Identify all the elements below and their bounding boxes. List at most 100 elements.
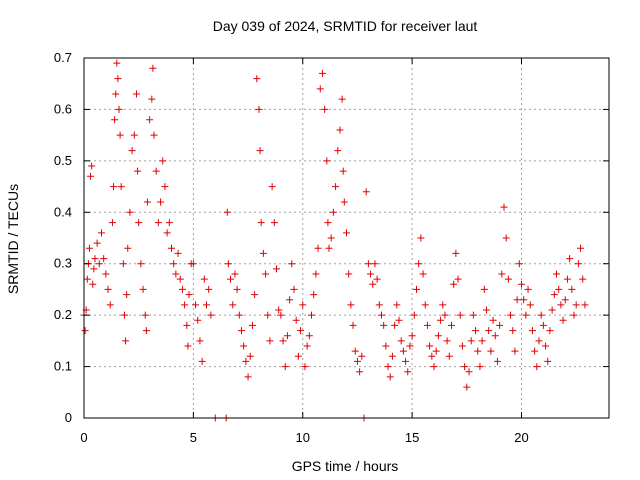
- data-point: [496, 321, 504, 329]
- x-tick-label: 10: [296, 430, 310, 445]
- data-point: [273, 265, 280, 273]
- data-point: [472, 327, 480, 335]
- data-point: [130, 131, 138, 139]
- data-point: [165, 219, 173, 227]
- data-point: [502, 234, 510, 242]
- data-point: [235, 311, 243, 319]
- data-point: [259, 249, 267, 257]
- data-point: [114, 75, 122, 83]
- data-point: [134, 167, 142, 175]
- data-point: [224, 260, 232, 268]
- data-point: [227, 275, 235, 283]
- y-tick-label: 0.7: [54, 50, 72, 65]
- data-point: [581, 301, 589, 309]
- data-point: [325, 244, 333, 252]
- data-point: [104, 285, 112, 293]
- data-point: [91, 255, 99, 263]
- data-point: [546, 327, 554, 335]
- data-point: [119, 260, 127, 268]
- y-tick-label: 0.6: [54, 101, 72, 116]
- data-point: [256, 147, 264, 155]
- data-point: [489, 316, 497, 324]
- data-point: [159, 157, 167, 165]
- data-point: [90, 265, 98, 273]
- data-point: [242, 357, 250, 365]
- data-point: [520, 296, 528, 304]
- data-point: [189, 260, 197, 268]
- data-point: [223, 208, 231, 216]
- data-point: [550, 291, 558, 299]
- data-point: [312, 270, 320, 278]
- data-point: [200, 275, 208, 283]
- data-point: [152, 167, 160, 175]
- data-point: [568, 285, 576, 293]
- data-point: [194, 316, 202, 324]
- data-point: [408, 332, 416, 340]
- data-point: [478, 337, 486, 345]
- data-point: [375, 301, 383, 309]
- data-point: [174, 249, 182, 257]
- data-point: [518, 280, 525, 288]
- data-point: [395, 316, 403, 324]
- data-point: [415, 260, 423, 268]
- data-point: [480, 285, 488, 293]
- data-point: [303, 342, 311, 350]
- data-point: [445, 352, 453, 360]
- data-point: [168, 244, 175, 252]
- data-point: [329, 208, 337, 216]
- x-axis-label: GPS time / hours: [292, 458, 399, 474]
- data-point: [441, 311, 449, 319]
- data-point: [343, 229, 350, 237]
- data-point: [340, 198, 348, 206]
- data-point: [406, 342, 414, 350]
- data-point: [437, 316, 445, 324]
- data-point: [143, 198, 151, 206]
- data-point: [463, 383, 471, 391]
- data-point: [522, 311, 530, 319]
- data-point: [308, 311, 315, 319]
- data-point: [524, 285, 532, 293]
- data-point: [531, 347, 539, 355]
- y-tick-label: 0.3: [54, 256, 72, 271]
- data-point: [548, 306, 556, 314]
- data-point: [185, 291, 193, 299]
- data-point: [81, 327, 89, 335]
- data-point: [323, 157, 331, 165]
- data-point: [299, 301, 307, 309]
- data-point: [139, 285, 147, 293]
- data-point: [240, 342, 248, 350]
- y-tick-label: 0.1: [54, 359, 72, 374]
- data-point: [535, 337, 543, 345]
- data-point: [100, 255, 108, 263]
- data-point: [338, 95, 346, 103]
- data-point: [135, 219, 143, 227]
- data-point: [528, 327, 536, 335]
- data-point: [88, 162, 96, 170]
- data-point: [229, 301, 237, 309]
- data-point: [290, 285, 298, 293]
- data-point: [353, 357, 361, 365]
- data-point: [347, 301, 355, 309]
- data-point: [498, 270, 506, 278]
- data-point: [231, 270, 239, 278]
- data-point: [248, 321, 256, 329]
- data-point: [391, 321, 399, 329]
- data-point: [378, 311, 385, 319]
- data-point: [279, 337, 287, 345]
- data-point: [268, 183, 276, 191]
- data-point: [448, 321, 455, 329]
- data-point: [572, 301, 580, 309]
- data-point: [533, 363, 541, 371]
- y-tick-label: 0: [65, 410, 72, 425]
- data-point: [292, 316, 300, 324]
- y-tick-label: 0.4: [54, 204, 72, 219]
- data-point: [95, 260, 103, 268]
- data-point: [336, 126, 344, 134]
- data-point: [388, 352, 396, 360]
- data-point: [141, 311, 149, 319]
- data-point: [476, 363, 484, 371]
- data-point: [493, 357, 501, 365]
- x-tick-label: 0: [80, 430, 87, 445]
- data-point: [205, 285, 213, 293]
- data-point: [465, 368, 473, 376]
